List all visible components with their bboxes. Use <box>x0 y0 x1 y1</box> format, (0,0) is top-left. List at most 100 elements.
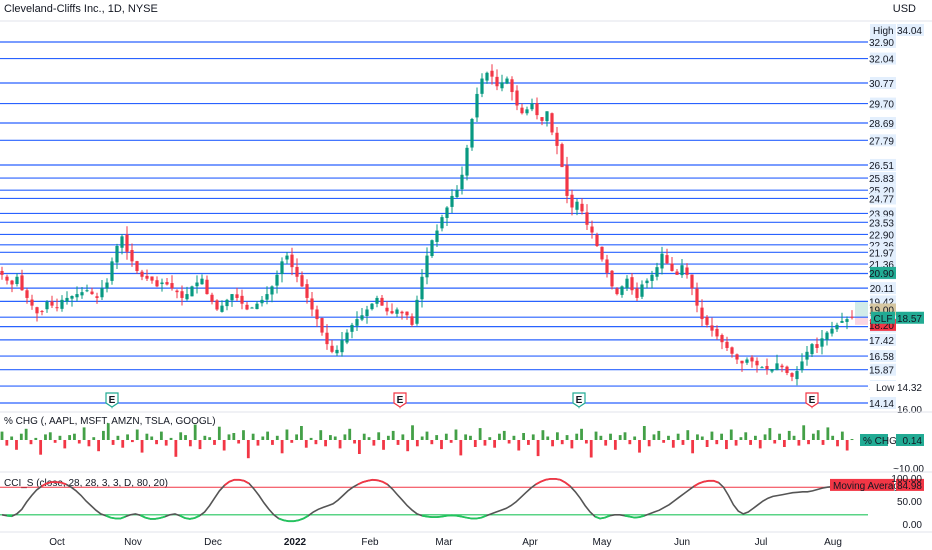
candle-body <box>195 282 199 287</box>
price-tick-bg <box>870 246 896 259</box>
candle-body <box>240 295 244 304</box>
candle-body <box>705 317 709 325</box>
pct-pane-title: % CHG (, AAPL, MSFT, AMZN, TSLA, GOOGL) <box>4 416 216 427</box>
price-tick: 17.42 <box>869 336 894 347</box>
low-label-bg <box>870 381 896 393</box>
level-tag-1820: 18.20 <box>869 321 894 332</box>
pct-bar <box>48 432 52 440</box>
price-tick-bg <box>870 52 896 65</box>
price-tick-bg <box>870 363 896 376</box>
candle-body <box>560 144 564 168</box>
price-tick: 23.99 <box>869 209 894 220</box>
high-value-bg <box>897 24 924 36</box>
candle-body <box>235 294 239 298</box>
candle-body <box>255 303 259 310</box>
earnings-down-icon <box>805 392 819 408</box>
pct-bar <box>10 436 14 440</box>
pct-bar <box>541 430 545 440</box>
candle-body <box>365 309 369 317</box>
candle-body <box>690 274 694 289</box>
pct-bar <box>0 431 4 440</box>
pct-bar <box>647 440 651 447</box>
pct-bar <box>488 437 492 440</box>
price-tick-bg <box>870 192 896 205</box>
candle-body <box>185 294 189 300</box>
candle-body <box>470 118 474 148</box>
candle-body <box>90 291 94 295</box>
pct-bar <box>754 435 757 440</box>
pct-bar <box>135 429 139 440</box>
last-price-value: 18.57 <box>897 314 922 325</box>
candle-body <box>700 307 704 320</box>
candle-body <box>220 305 224 312</box>
pct-bar <box>126 434 129 440</box>
pct-bar <box>314 440 318 445</box>
candle-body <box>145 275 149 279</box>
price-tick: 22.36 <box>869 241 894 252</box>
candle-body <box>730 347 734 354</box>
pct-bar <box>744 432 748 440</box>
pct-bar <box>73 433 76 440</box>
candle-body <box>665 255 669 264</box>
pct-bar <box>82 427 86 440</box>
pct-bar <box>449 440 453 443</box>
candle-body <box>200 278 204 285</box>
pct-last-label: % CHG <box>863 436 897 447</box>
cci-ma-label: Moving Average <box>833 481 905 492</box>
candle-body <box>450 195 454 207</box>
horizontal-lines[interactable] <box>0 41 868 404</box>
earnings-down-icon <box>393 392 407 408</box>
pct-bar <box>63 440 67 449</box>
candle-body <box>840 321 844 323</box>
low-value: 14.32 <box>897 383 922 394</box>
pct-bar <box>401 434 405 440</box>
price-tick-bg <box>870 350 896 363</box>
level-tag-2090-bg <box>870 266 896 279</box>
candle-body <box>760 367 764 369</box>
pct-bar <box>150 436 154 440</box>
pct-bar <box>285 429 289 440</box>
pct-bar <box>498 433 501 440</box>
level-tag-1900: 19.00 <box>869 305 894 316</box>
pct-last-value: 0.14 <box>903 436 923 447</box>
pct-bar <box>198 440 202 450</box>
price-tick-bg <box>870 228 896 241</box>
candle-body <box>180 291 184 298</box>
candle-body <box>250 307 254 309</box>
pct-bar <box>749 440 752 445</box>
candle-body <box>565 165 569 196</box>
candle-body <box>695 288 699 306</box>
pct-bar <box>193 424 197 440</box>
pct-bar <box>811 433 815 440</box>
cci-oversold <box>6 514 645 523</box>
time-tick: Aug <box>824 537 842 548</box>
pct-bar <box>102 430 105 440</box>
price-tick-bg <box>870 158 896 171</box>
pct-bar <box>5 440 9 446</box>
low-label: Low <box>876 383 895 394</box>
price-tick: 28.69 <box>869 119 894 130</box>
candle-body <box>280 261 284 274</box>
pct-bar <box>633 436 637 440</box>
pct-bar <box>300 426 303 440</box>
pct-bar <box>454 429 458 440</box>
candle-body <box>370 303 374 310</box>
pct-bar <box>739 437 743 440</box>
pct-bar <box>430 440 434 445</box>
pct-bar <box>459 440 463 456</box>
earnings-up-icon <box>572 392 586 408</box>
pct-bar <box>217 426 221 440</box>
pct-bar <box>208 437 212 440</box>
pct-bar <box>667 435 670 440</box>
pct-bar <box>271 440 274 445</box>
pct-bar <box>92 437 96 440</box>
pct-bar <box>507 440 511 444</box>
candle-body <box>630 277 634 291</box>
candle-body <box>820 338 824 347</box>
candle-body <box>685 267 689 275</box>
candle-body <box>125 234 129 252</box>
candle-body <box>425 255 429 278</box>
pct-bar <box>130 440 134 443</box>
